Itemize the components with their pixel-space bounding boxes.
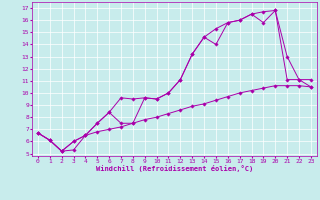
X-axis label: Windchill (Refroidissement éolien,°C): Windchill (Refroidissement éolien,°C): [96, 165, 253, 172]
